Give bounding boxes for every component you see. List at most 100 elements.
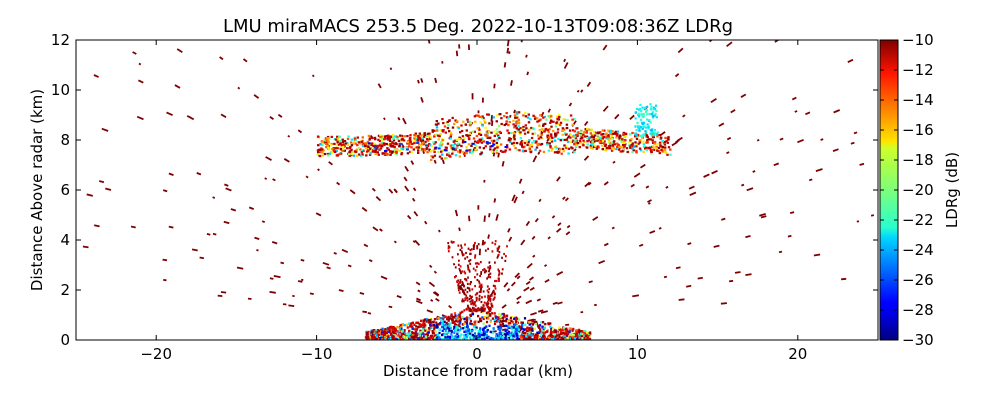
clutter-cell [368,332,371,335]
cloud-cell [566,118,569,122]
cloud-cell [631,131,634,135]
clutter-cell [450,338,453,340]
cloud-cell [596,137,600,140]
clutter-cell [396,330,399,333]
echo-cell [479,261,482,264]
y-tick-label: 10 [51,81,70,99]
clutter-cell [499,336,502,340]
echo-cell [498,251,501,254]
clutter-cell [418,325,421,328]
noise-streak [377,83,382,89]
clutter-cell [424,335,427,338]
cloud-cell [653,142,656,145]
cloud-cell [392,139,396,142]
cloud-cell [498,124,501,128]
cloud-cell [557,150,561,153]
cloud-cell [512,119,515,122]
cloud-cell [583,140,586,143]
echo-cell [501,256,503,259]
echo-cell [461,283,463,287]
clutter-cell [453,325,456,329]
cloud-cell [335,149,338,153]
cloud-cell [386,138,390,141]
clutter-cell [443,338,446,340]
clutter-cell [520,326,523,329]
cloud-cell [380,140,384,143]
clutter-cell [458,323,461,326]
echo-cell [485,270,488,273]
clutter-cell [523,328,526,331]
cloud-cell [640,113,643,116]
cloud-cell [612,148,615,151]
cloud-cell [571,118,574,121]
cloud-cell [569,136,572,139]
noise-streak [435,297,440,302]
noise-streak [713,244,720,248]
cloud-cell [362,149,365,152]
noise-streak [603,242,609,247]
cloud-cell [492,148,495,152]
clutter-cell [537,324,540,327]
cloud-cell [439,129,442,132]
cloud-cell [463,141,467,143]
clutter-cell [445,321,448,325]
noise-streak [388,305,393,309]
cloud-cell [526,116,530,119]
noise-streak [562,196,566,201]
clutter-cell [497,328,500,331]
cloud-cell [433,142,436,145]
cloud-cell [428,132,431,135]
echo-cell [504,259,507,262]
clutter-cell [535,338,538,340]
cloud-cell [472,137,476,140]
noise-streak [529,286,535,291]
echo-cell [488,309,491,313]
noise-streak [223,220,230,225]
clutter-cell [465,335,468,338]
clutter-cell [504,329,507,333]
cloud-cell [323,138,326,141]
cloud-cell [669,148,672,151]
cloud-cell [614,130,618,133]
clutter-cell [531,323,534,326]
cloud-cell [461,151,465,154]
echo-cell [470,248,473,251]
cloud-cell [522,114,525,117]
cloud-cell [341,140,345,143]
noise-streak [483,215,486,222]
noise-streak [168,225,174,229]
cloud-cell [659,145,662,148]
cloud-cell [555,121,558,124]
noise-streak [454,209,459,217]
clutter-cell [514,330,517,333]
clutter-cell [458,322,461,325]
clutter-cell [479,334,482,337]
cloud-cell [342,145,345,149]
echo-cell [461,298,464,301]
noise-streak [813,253,821,257]
clutter-cell [423,322,426,326]
cloud-cell [459,149,462,152]
cloud-cell [425,148,428,151]
cloud-cell [366,140,370,143]
cloud-cell [517,118,520,121]
cloud-cell [638,125,641,128]
clutter-cell [391,326,394,329]
clutter-cell [411,327,414,330]
cloud-cell [454,154,458,157]
cloud-cell [596,134,600,137]
clutter-cell [403,335,406,338]
cloud-cell [613,143,617,146]
cloud-cell [565,123,569,126]
cloud-cell [646,139,649,142]
echo-cell [493,293,496,296]
clutter-cell [466,316,469,319]
noise-streak [516,275,521,280]
noise-streak [537,309,544,313]
clutter-cell [397,332,400,335]
noise-streak [645,185,650,189]
clutter-cell [542,331,545,335]
noise-streak [176,48,183,53]
cloud-cell [329,144,333,147]
clutter-cell [506,338,510,340]
